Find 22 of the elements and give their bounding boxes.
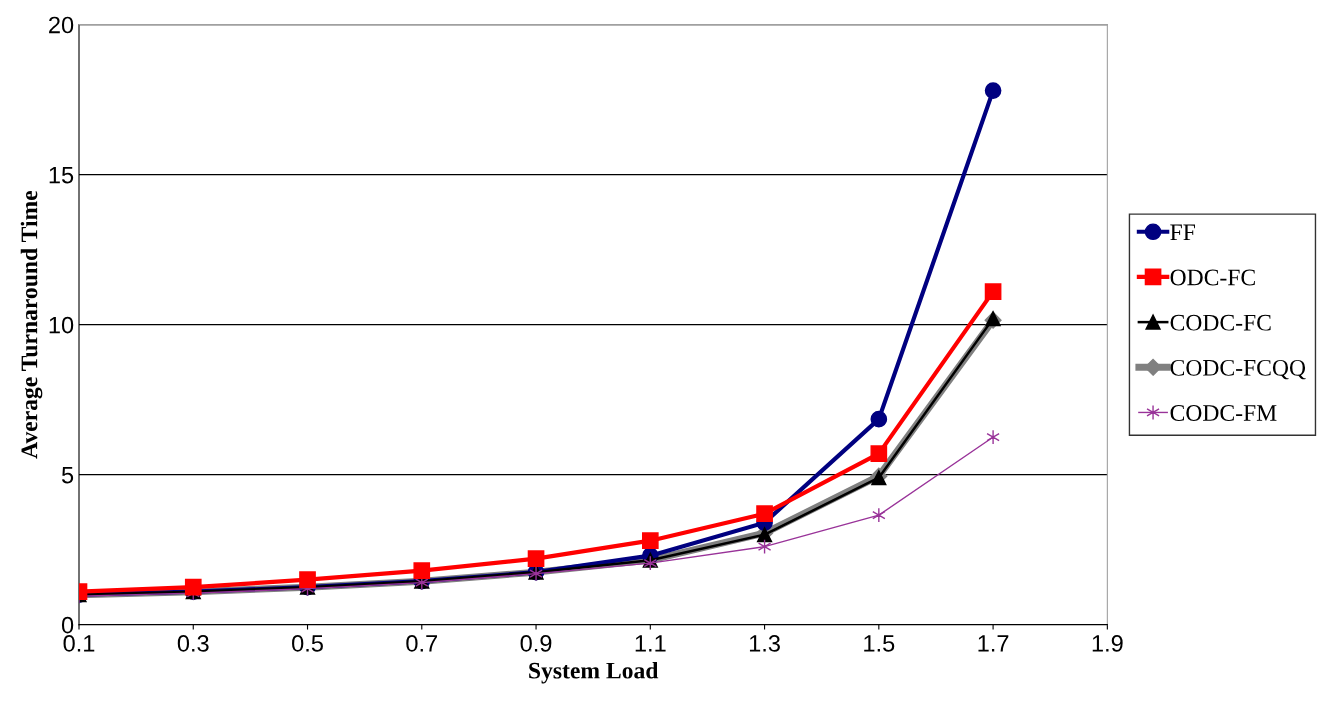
- y-tick-label: 10: [49, 316, 74, 334]
- x-tick-label: 1.3: [749, 635, 780, 652]
- legend-label: CODC-FC: [1170, 314, 1271, 331]
- x-tick-label: 1.1: [635, 635, 666, 652]
- x-tick-label: 0.9: [520, 635, 552, 652]
- legend-label: FF: [1170, 224, 1195, 241]
- y-tick-label: 20: [49, 16, 74, 34]
- legend-label: CODC-FCQQ: [1170, 359, 1306, 380]
- x-axis-title: System Load: [529, 661, 659, 684]
- y-tick-label: 15: [49, 166, 74, 184]
- legend-label: ODC-FC: [1170, 269, 1255, 286]
- legend-label: CODC-FM: [1170, 405, 1277, 421]
- y-tick-label: 5: [61, 466, 74, 484]
- y-tick-label: 0: [61, 616, 74, 634]
- y-axis-title: Average Turnaround Time: [20, 190, 43, 459]
- x-tick-label: 1.7: [978, 635, 1009, 652]
- x-tick-label: 0.3: [177, 635, 209, 652]
- x-tick-label: 1.5: [864, 635, 895, 652]
- x-tick-label: 1.9: [1092, 635, 1123, 652]
- x-tick-label: 0.7: [406, 635, 438, 652]
- x-tick-label: 0.1: [63, 635, 95, 652]
- x-tick-label: 0.5: [292, 635, 323, 652]
